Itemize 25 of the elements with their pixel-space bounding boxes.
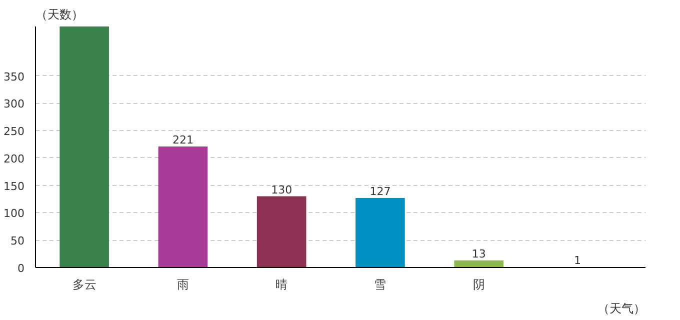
bar bbox=[60, 26, 109, 268]
data-label: 1 bbox=[574, 254, 581, 267]
data-label: 127 bbox=[370, 184, 391, 198]
x-axis-title: （天气） bbox=[598, 302, 646, 316]
bar bbox=[256, 196, 306, 268]
x-tick-label: 雪 bbox=[374, 278, 386, 292]
y-tick-label: 300 bbox=[4, 98, 25, 111]
y-tick-label: 200 bbox=[4, 152, 25, 166]
bar bbox=[356, 198, 405, 268]
y-tick-label: 250 bbox=[4, 125, 25, 138]
y-tick-label: 150 bbox=[4, 180, 25, 193]
x-tick-label: 晴 bbox=[276, 278, 288, 292]
x-tick-label: 阴 bbox=[472, 278, 485, 292]
bar bbox=[454, 260, 504, 268]
x-tick-label: 多云 bbox=[72, 278, 96, 292]
data-label: 13 bbox=[472, 247, 486, 260]
y-tick-label: 0 bbox=[18, 262, 24, 275]
y-axis-title: （天数） bbox=[36, 8, 84, 22]
y-tick-label: 50 bbox=[10, 234, 25, 248]
y-tick-label: 100 bbox=[4, 207, 25, 220]
x-tick-label: 雨 bbox=[176, 278, 189, 292]
data-label: 221 bbox=[172, 133, 194, 146]
bar bbox=[158, 146, 208, 268]
y-tick-label: 350 bbox=[4, 70, 25, 84]
data-label: 130 bbox=[271, 183, 292, 196]
